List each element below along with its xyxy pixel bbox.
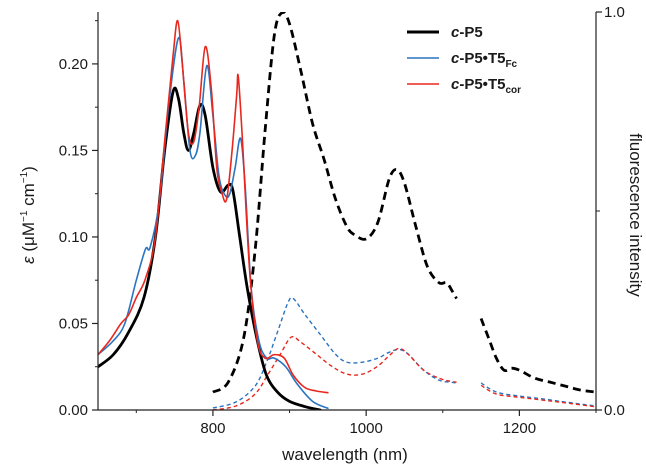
series-line-c-p5-emission-segment-1 (212, 12, 458, 394)
legend-label-c-p5-t5cor: c-P5•T5cor (451, 76, 521, 96)
y-axis-title-sup1: −1 (19, 210, 30, 222)
y-axis-title-close: ) (19, 166, 38, 172)
legend-entry-c-p5: c-P5 (407, 24, 483, 41)
legend: c-P5 c-P5•T5Fc c-P5•T5cor (407, 24, 521, 96)
legend-label-c-p5-t5fc: c-P5•T5Fc (451, 50, 518, 70)
legend-entry-c-p5-t5fc: c-P5•T5Fc (407, 50, 518, 70)
series-line-c-p5-t5cor-emission-segment-1 (212, 336, 457, 410)
y2-tick-label: 0.0 (604, 402, 625, 419)
y-tick-label: 0.00 (59, 402, 88, 419)
x-tick-label: 1200 (503, 420, 536, 437)
y-tick-label: 0.05 (59, 315, 88, 332)
legend-entry-c-p5-t5cor: c-P5•T5cor (407, 76, 521, 96)
y-axis-title: ε (μM−1 cm−1) (19, 166, 38, 264)
x-tick-label: 1000 (349, 420, 382, 437)
series-line-c-p5-t5cor (98, 19, 329, 394)
y2-axis-title: fluorescence intensity (626, 133, 645, 297)
series-line-c-p5-emission-segment-2 (479, 317, 596, 394)
y-tick-label: 0.20 (59, 56, 88, 73)
x-axis-title: wavelength (nm) (281, 445, 408, 464)
y-tick-label: 0.15 (59, 142, 88, 159)
series-line-c-p5-t5fc-emission-segment-1 (212, 296, 457, 409)
y-axis-title-symbol: ε (19, 256, 38, 264)
y-tick-label: 0.10 (59, 229, 88, 246)
y-axis-title-sup2: −1 (19, 171, 30, 183)
x-tick-label: 800 (200, 420, 225, 437)
y-axis-title-open: (μM (19, 222, 38, 256)
series-line-c-p5-t5fc (98, 37, 329, 410)
series-line-c-p5-t5fc-emission-segment-2 (480, 382, 596, 407)
series-line-c-p5-t5cor-emission-segment-2 (480, 384, 596, 408)
legend-label-c-p5: c-P5 (451, 24, 483, 41)
y2-tick-label: 1.0 (604, 4, 625, 21)
y-axis-title-mid: cm (19, 183, 38, 210)
